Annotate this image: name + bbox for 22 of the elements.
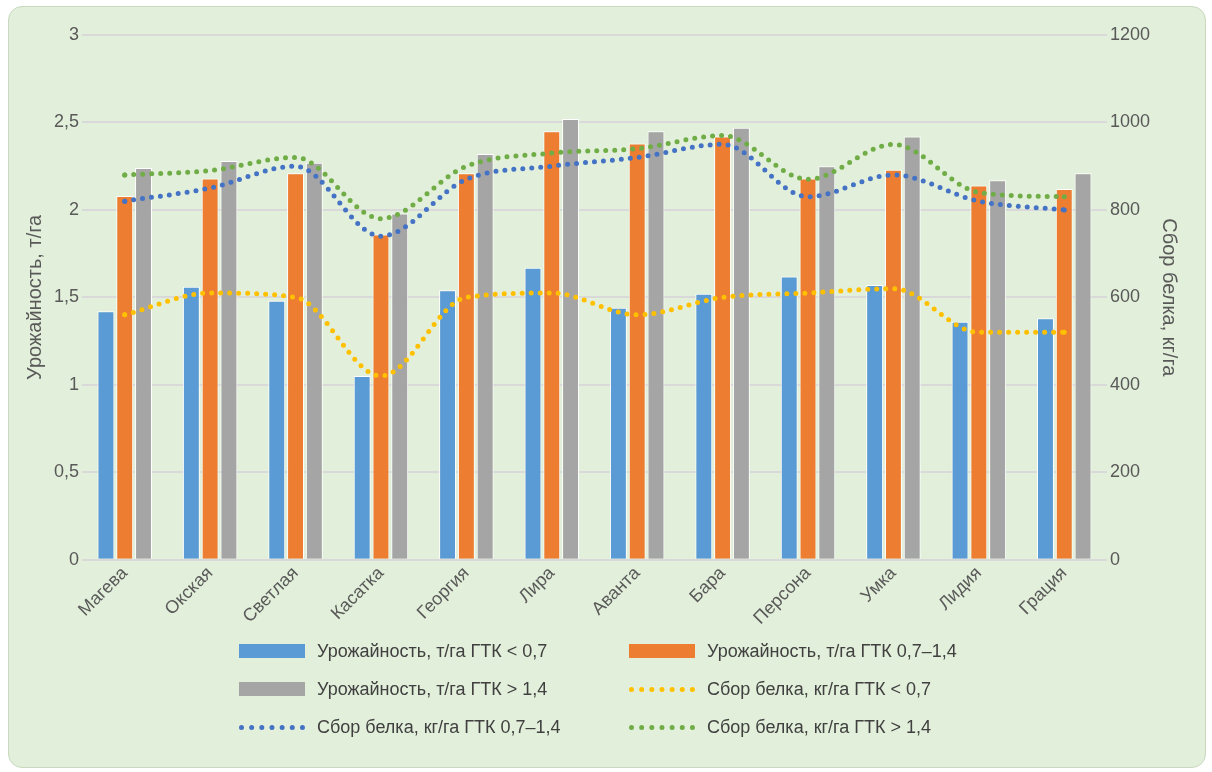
y-tick-label: 3 [69, 23, 80, 44]
y2-tick-label: 0 [1109, 548, 1120, 569]
legend-label: Урожайность, т/га ГТК < 0,7 [317, 640, 548, 662]
y2-tick-label: 200 [1109, 461, 1140, 482]
y-tick-label: 0,5 [53, 461, 80, 482]
y-tick-label: 2 [69, 198, 80, 219]
y2-tick-label: 400 [1109, 373, 1140, 394]
y-tick-label: 2,5 [53, 111, 80, 132]
y2-axis-title: Сбор белка, кг/га [1159, 218, 1182, 378]
legend-label: Урожайность, т/га ГТК 0,7–1,4 [707, 640, 957, 662]
y2-tick-label: 1200 [1109, 23, 1150, 44]
y2-tick-label: 1000 [1109, 111, 1150, 132]
legend-label: Урожайность, т/га ГТК > 1,4 [317, 678, 548, 700]
y-axis-title: Урожайность, т/га [22, 213, 45, 380]
y-tick-label: 0 [69, 548, 80, 569]
y-tick-label: 1,5 [53, 286, 80, 307]
legend-label: Сбор белка, кг/га ГТК < 0,7 [707, 678, 932, 700]
y-tick-label: 1 [69, 373, 80, 394]
y2-tick-label: 800 [1109, 198, 1140, 219]
y2-tick-label: 600 [1109, 286, 1140, 307]
legend-label: Сбор белка, кг/га ГТК 0,7–1,4 [317, 716, 561, 738]
legend-label: Сбор белка, кг/га ГТК > 1,4 [707, 716, 932, 738]
